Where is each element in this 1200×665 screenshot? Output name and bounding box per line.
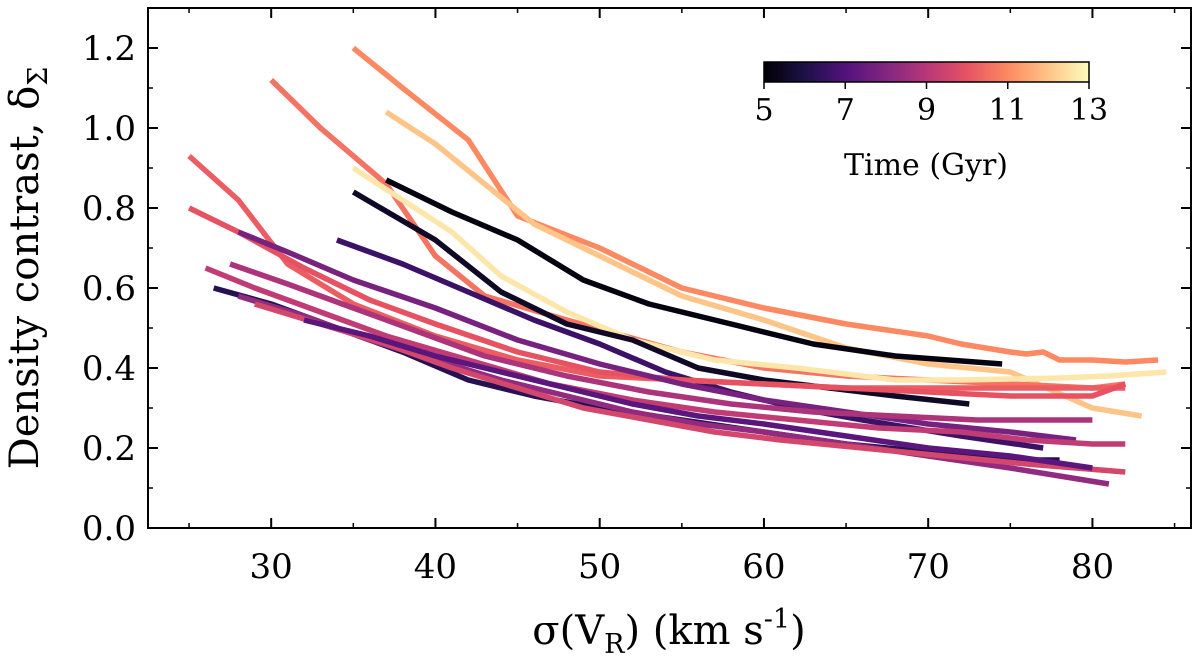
colorbar-tick-label: 5: [754, 93, 773, 128]
colorbar-tick-label: 7: [836, 93, 855, 128]
series-line-16: [303, 317, 1093, 471]
ticks-layer: 30 40 50 60 70 80 0.0 0.2 0.4 0.6 0.8 1.0 1.2: [82, 8, 1191, 587]
y-tick-label: 1.0: [82, 109, 136, 149]
plot-frame: [147, 7, 1192, 529]
series-line-6: [351, 189, 970, 407]
colorbar-tick-label: 11: [989, 93, 1027, 128]
x-tick-label: 70: [907, 547, 950, 587]
series-layer: [187, 45, 1167, 487]
series-line-11: [204, 265, 1126, 447]
series-line-1: [351, 45, 1159, 365]
colorbar-tick-label: 13: [1070, 93, 1108, 128]
x-axis-label: σ(VR) (km s-1): [532, 604, 805, 660]
colorbar-gradient: [763, 61, 1090, 83]
series-line-7: [335, 237, 1044, 451]
x-tick-label: 30: [250, 547, 293, 587]
colorbar-ticks: 5 7 9 11 13: [754, 82, 1108, 128]
x-tick-label: 80: [1071, 547, 1114, 587]
y-tick-label: 0.8: [82, 189, 136, 229]
colorbar-label: Time (Gyr): [844, 148, 1008, 183]
colorbar: 5 7 9 11 13 Time (Gyr): [754, 61, 1108, 183]
y-axis-label: Density contrast, δΣ: [2, 67, 54, 470]
series-line-10: [237, 229, 1077, 443]
series-line-12: [229, 261, 1093, 423]
y-tick-label: 0.4: [82, 349, 136, 389]
series-line-8: [187, 153, 1126, 391]
x-tick-label: 50: [578, 547, 621, 587]
y-tick-label: 0.6: [82, 269, 136, 309]
x-tick-label: 60: [742, 547, 785, 587]
y-tick-label: 0.2: [82, 429, 136, 469]
series-line-15: [253, 301, 1126, 475]
series-line-5: [384, 177, 1003, 367]
x-tick-label: 40: [414, 547, 457, 587]
y-tick-label: 1.2: [82, 29, 136, 69]
series-line-4: [351, 165, 1167, 383]
colorbar-tick-label: 9: [917, 93, 936, 128]
y-tick-label: 0.0: [82, 509, 136, 549]
